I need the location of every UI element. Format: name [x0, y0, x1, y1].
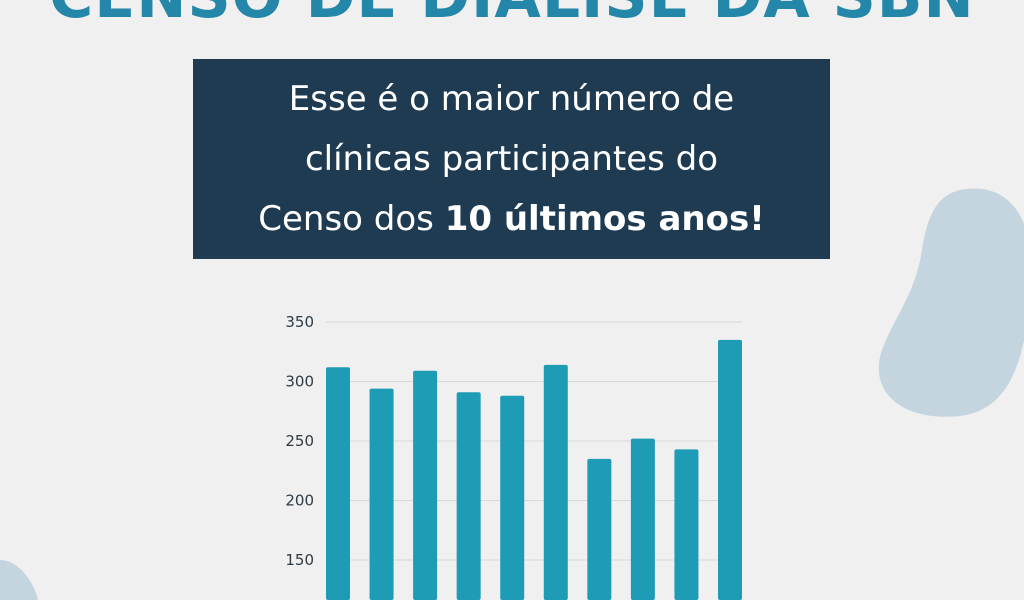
bar: [500, 395, 525, 600]
headline-line-2: clínicas participantes do: [304, 139, 719, 179]
headline-banner: Esse é o maior número de clínicas partic…: [193, 59, 830, 259]
bar: [413, 370, 438, 600]
bar: [674, 449, 699, 600]
headline-line-3-regular: Censo dos: [258, 199, 445, 239]
bar: [587, 458, 612, 600]
y-tick-label: 250: [285, 432, 314, 450]
bar: [326, 367, 350, 600]
headline-text: Esse é o maior número de clínicas partic…: [258, 69, 764, 249]
y-tick-label: 300: [285, 373, 314, 391]
page-title: CENSO DE DIÁLISE DA SBN: [0, 0, 1024, 32]
bar: [630, 438, 655, 600]
bar: [456, 392, 481, 600]
bar: [543, 364, 568, 600]
bar: [718, 339, 742, 600]
y-tick-label: 150: [285, 551, 314, 569]
y-tick-label: 350: [285, 313, 314, 331]
y-tick-label: 200: [285, 492, 314, 510]
headline-line-1: Esse é o maior número de: [288, 79, 735, 119]
bar: [369, 388, 394, 600]
headline-line-3-bold: 10 últimos anos!: [444, 199, 765, 239]
